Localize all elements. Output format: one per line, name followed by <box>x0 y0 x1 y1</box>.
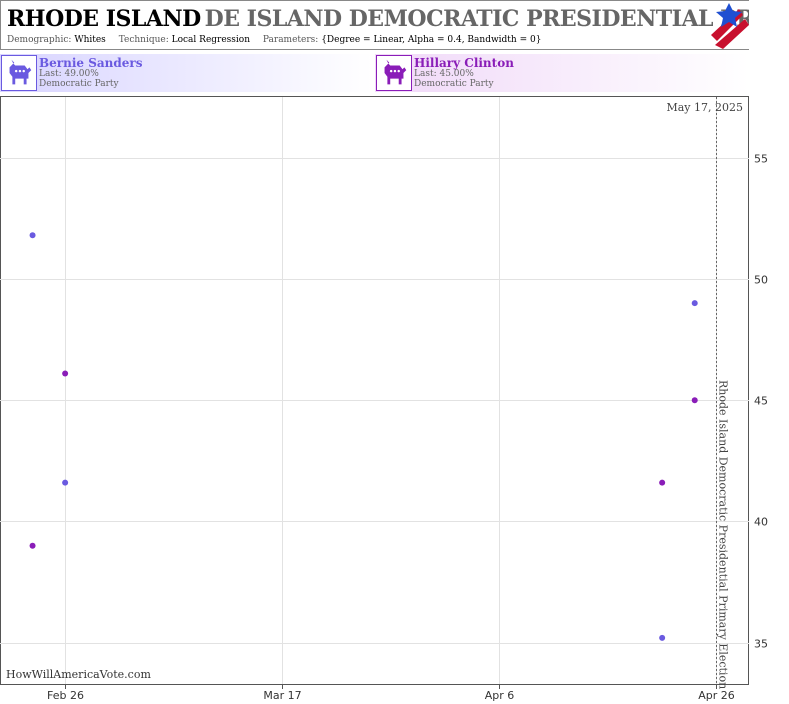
watermark: HowWillAmericaVote.com <box>6 668 151 681</box>
title-state: RHODE ISLAND <box>7 6 201 32</box>
event-marker: Rhode Island Democratic Presidential Pri… <box>716 97 730 689</box>
candidate-legend-sanders: Bernie Sanders Last: 49.00% Democratic P… <box>0 54 373 92</box>
y-tick-label: 40 <box>754 516 768 529</box>
clinton-point <box>659 479 666 486</box>
clinton-point <box>62 370 69 377</box>
sanders-point <box>691 300 698 307</box>
democratic-donkey-icon <box>1 55 37 91</box>
sanders-point <box>62 479 69 486</box>
date-stamp: May 17, 2025 <box>666 101 743 114</box>
sanders-point <box>659 634 666 641</box>
x-tick-label: Feb 26 <box>47 689 84 702</box>
title-race: DE ISLAND DEMOCRATIC PRESIDENTIAL PRIMA <box>204 6 749 32</box>
candidate-name: Bernie Sanders <box>39 56 143 70</box>
candidate-party: Democratic Party <box>39 79 119 89</box>
candidate-legend-clinton: Hillary Clinton Last: 45.00% Democratic … <box>375 54 749 92</box>
candidate-last-value: Last: 49.00% <box>39 69 99 79</box>
candidate-name: Hillary Clinton <box>414 56 514 70</box>
y-tick-label: 45 <box>754 395 768 408</box>
x-tick-label: Apr 6 <box>485 689 515 702</box>
x-tick-label: Mar 17 <box>263 689 301 702</box>
plot-area <box>0 96 749 685</box>
y-tick-label: 50 <box>754 274 768 287</box>
param-technique: Technique: Local Regression <box>118 35 250 45</box>
y-tick-label: 55 <box>754 153 768 166</box>
x-tick-label: Apr 26 <box>698 689 735 702</box>
data-points <box>29 232 698 641</box>
chart-title: RHODE ISLAND DE ISLAND DEMOCRATIC PRESIDE… <box>7 6 749 32</box>
clinton-point <box>29 542 36 549</box>
clinton-point <box>691 397 698 404</box>
y-axis: 35 40 45 50 55 <box>754 153 768 651</box>
event-label: Rhode Island Democratic Presidential Pri… <box>717 380 730 689</box>
param-demographic: Demographic: Whites <box>7 35 106 45</box>
candidate-party: Democratic Party <box>414 79 494 89</box>
flag-logo-icon <box>711 3 749 49</box>
y-tick-label: 35 <box>754 638 768 651</box>
democratic-donkey-icon <box>376 55 412 91</box>
x-axis: Feb 26 Mar 17 Apr 6 Apr 26 <box>47 684 735 702</box>
sanders-point <box>29 232 36 239</box>
param-parameters: Parameters: {Degree = Linear, Alpha = 0.… <box>262 35 542 45</box>
chart-header: RHODE ISLAND DE ISLAND DEMOCRATIC PRESIDE… <box>0 0 749 50</box>
candidate-last-value: Last: 45.00% <box>414 69 474 79</box>
parameters-row: Demographic: Whites Technique: Local Reg… <box>7 35 551 45</box>
